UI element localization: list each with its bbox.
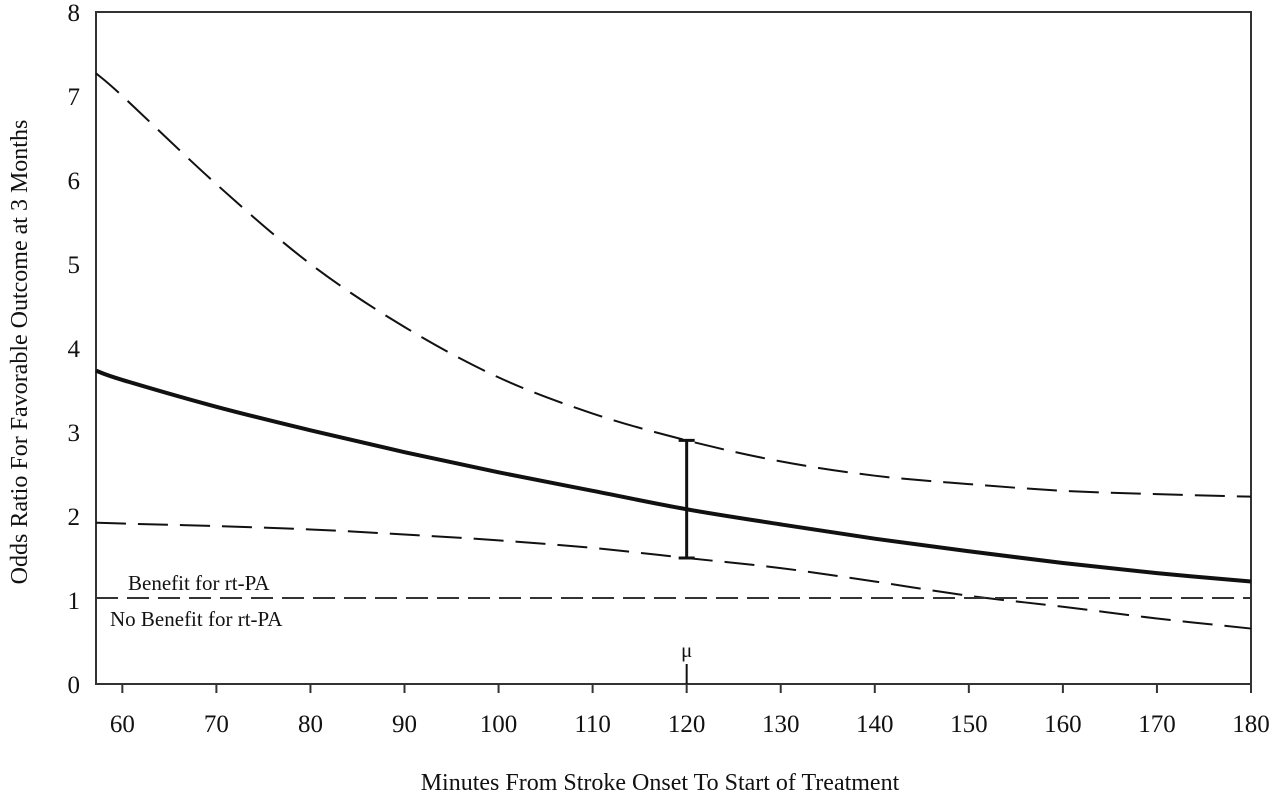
x-tick-label: 160 xyxy=(1044,711,1082,738)
x-tick-label: 80 xyxy=(298,711,323,738)
y-axis-label: Odds Ratio For Favorable Outcome at 3 Mo… xyxy=(7,120,33,585)
x-tick-label: 70 xyxy=(204,711,229,738)
x-tick-label: 150 xyxy=(950,711,988,738)
y-tick-label: 7 xyxy=(68,84,81,111)
mean-marker-label: μ xyxy=(681,638,692,662)
plot-frame xyxy=(95,11,1252,685)
y-tick-label: 6 xyxy=(68,168,81,195)
annotation-benefit: Benefit for rt-PA xyxy=(128,571,270,595)
y-tick-label: 8 xyxy=(68,0,81,27)
y-tick-label: 4 xyxy=(68,336,81,363)
series-line-lower-ci xyxy=(95,521,1252,630)
error-bar xyxy=(678,438,695,560)
x-tick-label: 180 xyxy=(1232,711,1270,738)
x-tick-label: 110 xyxy=(574,711,611,738)
x-tick-label: 120 xyxy=(668,711,706,738)
y-tick-label: 2 xyxy=(68,504,81,531)
y-tick-label: 0 xyxy=(68,672,81,699)
series-line-estimate xyxy=(95,368,1252,584)
x-tick-label: 170 xyxy=(1138,711,1176,738)
y-tick-label: 1 xyxy=(68,588,81,615)
x-tick-label: 90 xyxy=(392,711,417,738)
x-tick-label: 100 xyxy=(480,711,518,738)
y-tick-label: 3 xyxy=(68,420,81,447)
x-tick-label: 60 xyxy=(110,711,135,738)
series-line-upper-ci xyxy=(95,72,1252,498)
annotation-no-benefit: No Benefit for rt-PA xyxy=(110,607,283,631)
x-axis-label: Minutes From Stroke Onset To Start of Tr… xyxy=(421,770,900,796)
x-tick-label: 140 xyxy=(856,711,894,738)
x-tick-label: 130 xyxy=(762,711,800,738)
y-tick-label: 5 xyxy=(68,252,81,279)
